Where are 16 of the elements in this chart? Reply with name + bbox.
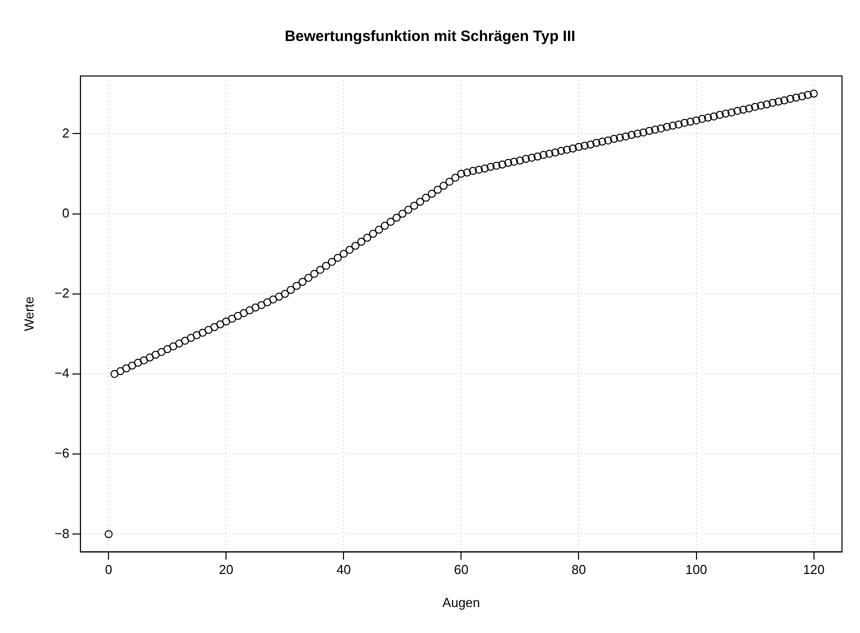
x-tick-label: 20 xyxy=(218,562,234,578)
y-tick-label: −2 xyxy=(54,285,70,300)
x-tick-label: 100 xyxy=(685,562,708,578)
chart-title: Bewertungsfunktion mit Schrägen Typ III xyxy=(284,28,576,46)
y-tick-label: 2 xyxy=(62,125,70,140)
y-tick-label: −4 xyxy=(54,366,70,381)
x-tick-label: 60 xyxy=(454,562,468,578)
x-axis-title: Augen xyxy=(442,594,480,610)
x-tick-label: 80 xyxy=(572,562,586,578)
y-axis-title: Werte xyxy=(21,296,36,332)
x-tick-label: 0 xyxy=(105,562,112,578)
y-tick-label: −8 xyxy=(54,526,70,541)
x-tick-label: 120 xyxy=(802,562,825,578)
y-tick-label: 0 xyxy=(62,205,70,220)
x-tick-label: 40 xyxy=(336,562,351,578)
y-tick-label: −6 xyxy=(54,446,70,461)
